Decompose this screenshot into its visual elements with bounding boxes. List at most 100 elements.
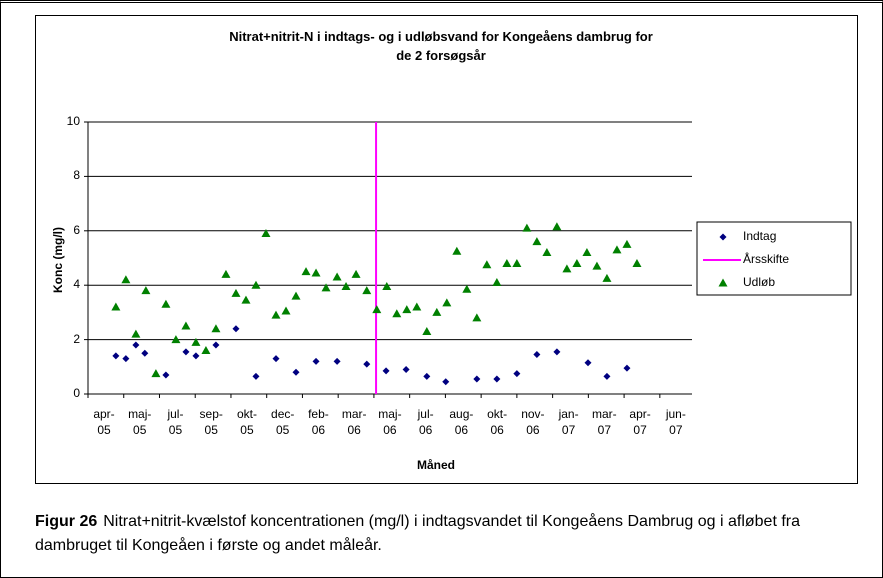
y-tick-label: 10 — [66, 114, 80, 128]
point — [482, 260, 492, 269]
x-tick-label: nov- 06 — [521, 407, 545, 437]
point — [542, 248, 552, 257]
point — [131, 329, 141, 338]
point — [493, 375, 501, 383]
x-tick-label: jan- 07 — [558, 407, 579, 437]
point — [141, 286, 151, 295]
point — [122, 355, 130, 363]
point — [292, 368, 300, 376]
point — [462, 284, 472, 293]
point — [271, 310, 281, 319]
point — [132, 341, 140, 349]
legend-label: Udløb — [743, 275, 776, 289]
point — [191, 337, 201, 346]
point — [161, 299, 171, 308]
point — [622, 239, 632, 248]
x-tick-label: apr- 07 — [629, 407, 651, 437]
point — [623, 364, 631, 372]
x-tick-label: okt- 05 — [236, 407, 257, 437]
point — [291, 291, 301, 300]
point — [442, 298, 452, 307]
point — [382, 367, 390, 375]
x-tick-label: jun- 07 — [665, 407, 686, 437]
point — [261, 229, 271, 238]
point — [513, 370, 521, 378]
point — [341, 282, 351, 291]
point — [192, 352, 200, 360]
y-tick-label: 2 — [73, 331, 80, 346]
x-tick-label: aug- 06 — [449, 407, 474, 437]
point — [423, 372, 431, 380]
point — [372, 305, 382, 314]
point — [321, 283, 331, 292]
x-tick-label: mar- 07 — [592, 407, 617, 437]
point — [582, 248, 592, 257]
point — [402, 366, 410, 374]
legend-label: Årsskifte — [743, 252, 790, 266]
point — [351, 269, 361, 278]
point — [584, 359, 592, 367]
point — [171, 335, 181, 344]
point — [312, 357, 320, 365]
point — [612, 245, 622, 254]
caption-label: Figur 26 — [35, 513, 98, 530]
point — [333, 357, 341, 365]
point — [522, 223, 532, 232]
point — [332, 272, 342, 281]
x-tick-label: sep- 05 — [199, 407, 223, 437]
x-tick-label: maj- 05 — [128, 407, 152, 437]
chart-title: Nitrat+nitrit-N i indtags- og i udløbsva… — [229, 29, 653, 63]
legend-label: Indtag — [743, 229, 777, 243]
point — [363, 360, 371, 368]
point — [151, 369, 161, 378]
point — [382, 282, 392, 291]
point — [221, 269, 231, 278]
point — [442, 378, 450, 386]
point — [181, 321, 191, 330]
x-tick-label: maj- 06 — [378, 407, 402, 437]
point — [111, 302, 121, 311]
point — [533, 351, 541, 359]
point — [362, 286, 372, 295]
point — [212, 341, 220, 349]
point — [141, 349, 149, 357]
point — [603, 372, 611, 380]
point — [232, 325, 240, 333]
point — [402, 305, 412, 314]
x-tick-label: jul- 05 — [167, 407, 184, 437]
point — [473, 375, 481, 383]
y-tick-label: 6 — [73, 222, 80, 237]
caption: Figur 26 Nitrat+nitrit-kvælstof koncentra… — [35, 510, 865, 558]
point — [512, 258, 522, 267]
y-tick-label: 4 — [73, 277, 80, 292]
x-tick-label: apr- 05 — [93, 407, 115, 437]
point — [251, 280, 261, 289]
legend-swatch — [719, 233, 727, 241]
point — [272, 355, 280, 363]
x-tick-label: okt- 06 — [487, 407, 508, 437]
point — [201, 345, 211, 354]
point — [553, 348, 561, 356]
point — [252, 372, 260, 380]
point — [592, 261, 602, 270]
point — [602, 273, 612, 282]
point — [472, 313, 482, 322]
point — [552, 222, 562, 231]
point — [162, 371, 170, 379]
point — [532, 237, 542, 246]
x-tick-label: mar- 06 — [341, 407, 367, 437]
point — [432, 307, 442, 316]
point — [392, 309, 402, 318]
y-tick-label: 8 — [73, 168, 80, 183]
point — [632, 258, 642, 267]
point — [502, 258, 512, 267]
point — [492, 277, 502, 286]
point — [562, 264, 572, 273]
point — [311, 268, 321, 277]
chart-frame — [35, 15, 858, 484]
point — [412, 302, 422, 311]
x-tick-label: feb- 06 — [308, 407, 329, 437]
y-tick-label: 0 — [73, 386, 80, 400]
point — [281, 306, 291, 315]
